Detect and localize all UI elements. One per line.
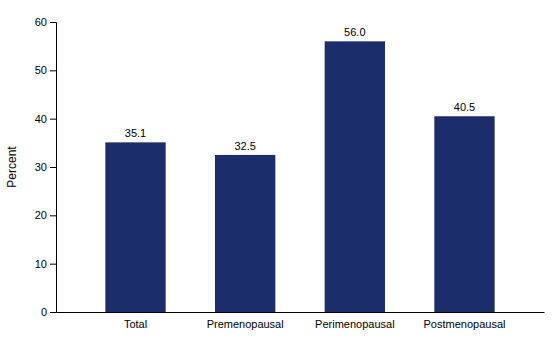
y-tick-label: 20	[35, 209, 47, 221]
bar	[215, 155, 275, 312]
data-label: 35.1	[125, 127, 146, 139]
y-axis: 0 10 20 30 40 50 60	[35, 16, 57, 318]
data-labels: 35.1 32.5 56.0 40.5	[125, 26, 475, 152]
bar	[325, 41, 385, 312]
x-tick-label: Perimenopausal	[315, 318, 395, 330]
y-tick-mark	[50, 312, 56, 313]
y-tick-mark	[50, 215, 56, 216]
y-tick: 20	[35, 209, 56, 221]
bars	[105, 41, 494, 312]
y-tick: 50	[35, 64, 56, 76]
y-tick-label: 40	[35, 113, 47, 125]
x-tick: Postmenopausal	[424, 312, 506, 330]
y-tick-label: 10	[35, 258, 47, 270]
y-tick-mark	[50, 70, 56, 71]
y-tick: 60	[35, 16, 56, 28]
x-tick-label: Postmenopausal	[424, 318, 506, 330]
y-tick-mark	[50, 167, 56, 168]
data-label: 40.5	[454, 101, 475, 113]
y-tick: 40	[35, 113, 56, 125]
y-tick-mark	[50, 22, 56, 23]
y-tick: 30	[35, 161, 56, 173]
x-axis: Total Premenopausal Perimenopausal Postmeno…	[57, 312, 545, 330]
y-tick: 0	[41, 306, 56, 318]
y-tick-label: 60	[35, 16, 47, 28]
y-tick-mark	[50, 119, 56, 120]
y-axis-title: Percent	[5, 146, 19, 188]
chart: 0 10 20 30 40 50 60 Total Premenopausal Perimenop…	[0, 0, 560, 346]
x-tick: Premenopausal	[207, 312, 284, 330]
y-tick-label: 50	[35, 64, 47, 76]
x-axis-line	[57, 312, 545, 313]
y-axis-line	[50, 23, 57, 313]
x-tick: Total	[124, 312, 147, 330]
y-tick-label: 30	[35, 161, 47, 173]
data-label: 32.5	[234, 140, 255, 152]
bar	[105, 142, 165, 312]
y-tick: 10	[35, 258, 56, 270]
y-tick-label: 0	[41, 306, 47, 318]
bar	[434, 116, 494, 312]
x-tick-label: Premenopausal	[207, 318, 284, 330]
plot: 0 10 20 30 40 50 60 Total Premenopausal Perimenop…	[5, 16, 545, 330]
y-tick-mark	[50, 264, 56, 265]
data-label: 56.0	[344, 26, 365, 38]
x-tick: Perimenopausal	[315, 312, 395, 330]
x-tick-label: Total	[124, 318, 147, 330]
